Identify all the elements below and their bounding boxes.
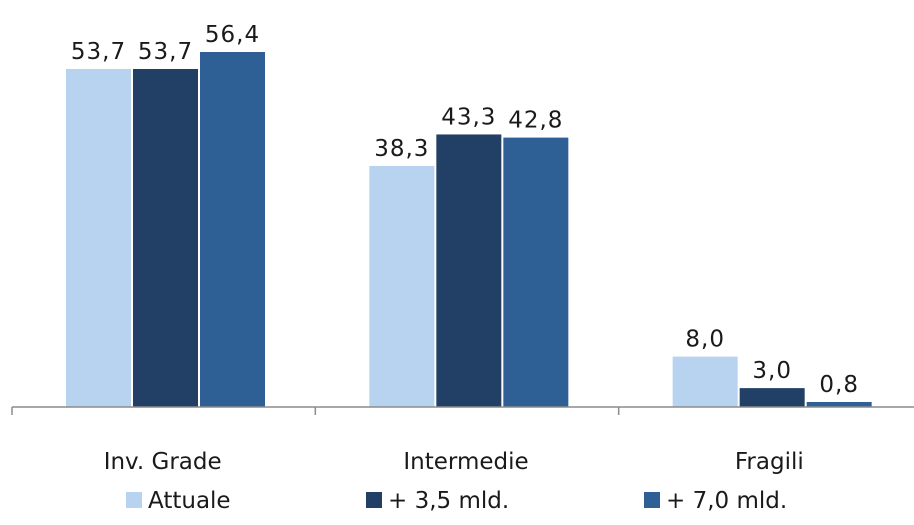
value-label: 43,3 bbox=[441, 104, 496, 130]
legend-label: Attuale bbox=[148, 488, 231, 514]
value-labels-layer: 53,7 53,7 56,4 38,3 43,3 42,8 8,0 3,0 0,8 bbox=[71, 22, 859, 398]
bar-3-3 bbox=[806, 401, 872, 407]
value-label: 0,8 bbox=[819, 372, 859, 398]
value-label: 56,4 bbox=[205, 22, 260, 48]
value-label: 38,3 bbox=[374, 136, 429, 162]
category-label: Intermedie bbox=[403, 449, 528, 475]
category-label: Inv. Grade bbox=[104, 449, 222, 475]
legend-swatch bbox=[126, 492, 142, 508]
value-label: 42,8 bbox=[508, 108, 563, 134]
value-label: 53,7 bbox=[71, 39, 126, 65]
category-labels-layer: Inv. Grade Intermedie Fragili bbox=[104, 449, 804, 475]
value-label: 8,0 bbox=[685, 327, 725, 353]
bar-3-1 bbox=[200, 52, 265, 407]
legend-swatch bbox=[366, 492, 382, 508]
legend: Attuale + 3,5 mld. + 7,0 mld. bbox=[126, 488, 787, 514]
legend-label: + 3,5 mld. bbox=[388, 488, 509, 514]
value-label: 53,7 bbox=[138, 39, 193, 65]
bar-2-3 bbox=[739, 388, 805, 407]
bars-layer bbox=[66, 52, 872, 407]
value-label: 3,0 bbox=[752, 358, 792, 384]
bar-2-2 bbox=[436, 134, 502, 407]
legend-swatch bbox=[644, 492, 660, 508]
legend-label: + 7,0 mld. bbox=[666, 488, 787, 514]
category-label: Fragili bbox=[735, 449, 804, 475]
bar-1-2 bbox=[369, 165, 435, 407]
bar-1-1 bbox=[66, 68, 131, 407]
x-axis bbox=[11, 406, 914, 415]
bar-1-3 bbox=[672, 356, 738, 407]
bar-2-1 bbox=[133, 68, 198, 407]
bar-3-2 bbox=[503, 137, 569, 407]
